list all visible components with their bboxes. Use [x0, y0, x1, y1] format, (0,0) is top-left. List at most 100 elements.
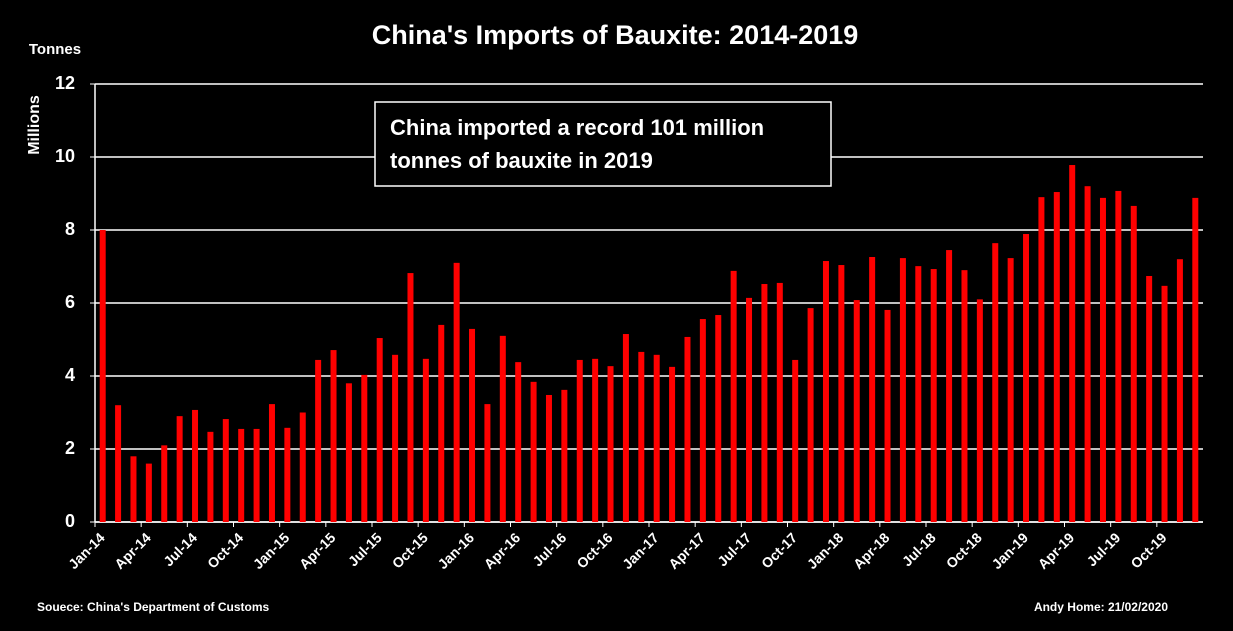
- x-tick-label: Jul-15: [345, 529, 385, 569]
- x-tick-label: Apr-19: [1035, 529, 1078, 572]
- bar: [253, 428, 260, 522]
- x-tick-label: Apr-14: [111, 529, 154, 572]
- bar: [684, 336, 691, 522]
- bar: [792, 359, 799, 522]
- credit: Andy Home: 21/02/2020: [1034, 600, 1168, 614]
- bar: [1176, 259, 1183, 522]
- bar: [822, 261, 829, 522]
- x-tick-label: Jan-14: [65, 529, 108, 572]
- bar: [545, 394, 552, 522]
- bar: [192, 409, 199, 522]
- x-tick-label: Jan-16: [434, 529, 477, 572]
- bar: [930, 269, 937, 522]
- bar: [499, 335, 506, 522]
- y-tick-label: 10: [55, 146, 75, 166]
- x-tick-label: Apr-16: [481, 529, 524, 572]
- annotation: China imported a record 101 million: [390, 115, 764, 140]
- bar: [730, 270, 737, 522]
- bar: [515, 362, 522, 522]
- x-tick-label: Jul-17: [714, 529, 754, 569]
- bar: [961, 270, 968, 522]
- bar: [453, 262, 460, 522]
- bar: [115, 405, 122, 522]
- y-axis-label: Millions: [26, 95, 43, 155]
- x-tick-label: Jan-18: [804, 529, 847, 572]
- bar: [145, 463, 152, 522]
- bar: [284, 427, 291, 522]
- bar: [1053, 192, 1060, 523]
- bar: [992, 243, 999, 522]
- bar: [1192, 197, 1199, 522]
- y-tick-label: 12: [55, 73, 75, 93]
- bar: [699, 319, 706, 522]
- bar: [746, 297, 753, 522]
- bar: [946, 250, 953, 522]
- y-tick-label: 0: [65, 511, 75, 531]
- bar: [761, 284, 768, 522]
- x-tick-label: Jul-18: [899, 529, 939, 569]
- x-tick-label: Jul-14: [160, 529, 200, 569]
- bar: [376, 338, 383, 522]
- bar: [838, 265, 845, 522]
- bar: [99, 230, 106, 522]
- bar: [899, 258, 906, 522]
- x-tick-label: Jan-15: [250, 529, 293, 572]
- bar: [315, 359, 322, 522]
- y-tick-label: 2: [65, 438, 75, 458]
- source: Souece: China's Department of Customs: [37, 600, 270, 614]
- x-tick-label: Apr-17: [665, 529, 708, 572]
- x-tick-label: Oct-14: [204, 529, 246, 571]
- bar: [469, 328, 476, 522]
- bar: [1115, 190, 1122, 522]
- bar: [869, 257, 876, 522]
- bar: [238, 428, 245, 522]
- bar: [438, 324, 445, 522]
- bar: [669, 366, 676, 522]
- bar: [807, 308, 814, 522]
- bar: [1099, 197, 1106, 522]
- x-tick-label: Jul-19: [1083, 529, 1123, 569]
- bar: [1023, 234, 1030, 522]
- x-tick-label: Jan-17: [619, 529, 662, 572]
- bar: [884, 309, 891, 522]
- bar: [853, 300, 860, 522]
- x-tick-label: Oct-15: [389, 529, 431, 571]
- bar: [361, 374, 368, 522]
- bar: [345, 383, 352, 522]
- bar: [1130, 205, 1137, 522]
- bar: [1007, 258, 1014, 522]
- x-tick-label: Apr-18: [850, 529, 893, 572]
- bar: [330, 350, 337, 522]
- y-unit: Tonnes: [29, 41, 81, 58]
- bar: [653, 354, 660, 522]
- bar: [1038, 197, 1045, 522]
- bar: [222, 419, 229, 522]
- x-tick-label: Oct-16: [573, 529, 615, 571]
- bar: [592, 358, 599, 522]
- bar: [561, 389, 568, 522]
- bar: [576, 359, 583, 522]
- bar: [392, 354, 399, 522]
- x-tick-label: Oct-17: [758, 529, 800, 571]
- annotation-box: [374, 101, 832, 187]
- y-tick-label: 8: [65, 219, 75, 239]
- chart-title: China's Imports of Bauxite: 2014-2019: [372, 20, 859, 50]
- x-tick-label: Oct-19: [1127, 529, 1169, 571]
- bar: [130, 456, 137, 522]
- bar: [638, 351, 645, 522]
- bar: [607, 366, 614, 522]
- bar: [1084, 186, 1091, 522]
- bar: [422, 358, 429, 522]
- bar: [484, 404, 491, 522]
- bar: [299, 412, 306, 522]
- bar: [1069, 165, 1076, 522]
- bar: [915, 266, 922, 522]
- bar: [1146, 275, 1153, 522]
- bar: [530, 381, 537, 522]
- y-tick-label: 4: [65, 365, 75, 385]
- bar: [176, 416, 183, 522]
- bar: [207, 431, 214, 522]
- annotation: tonnes of bauxite in 2019: [390, 148, 653, 173]
- x-tick-label: Apr-15: [296, 529, 339, 572]
